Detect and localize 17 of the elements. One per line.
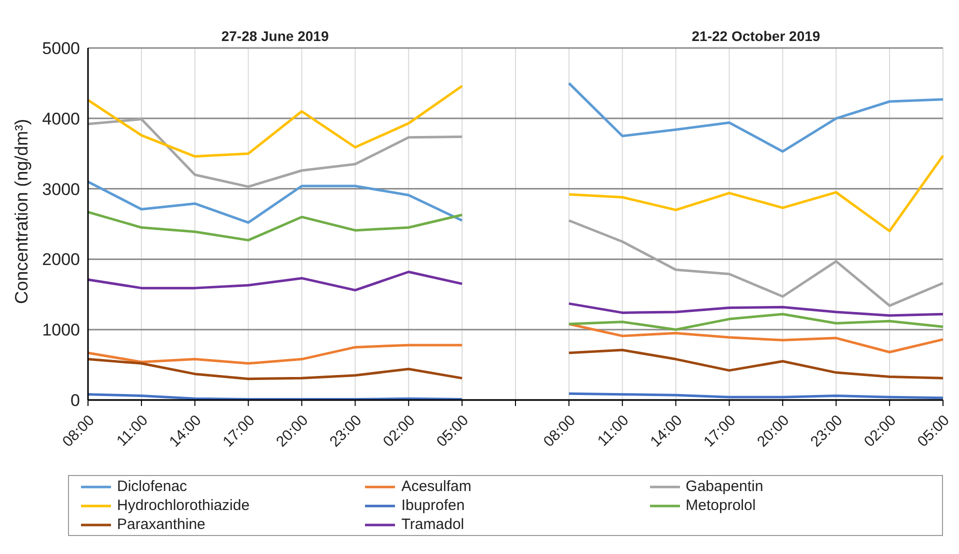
y-tick-label: 2000 (42, 250, 80, 270)
text: 21-22 October 2019 (690, 28, 822, 44)
legend-label: Gabapentin (686, 478, 764, 495)
y-tick-label: 0 (70, 391, 80, 410)
legend-label: Paraxanthine (117, 516, 206, 533)
legend-label: Hydrochlorothiazide (117, 497, 250, 514)
y-tick-label: 3000 (42, 180, 80, 199)
legend-label: Diclofenac (117, 478, 188, 495)
y-tick-label: 1000 (42, 320, 80, 340)
legend-label: Tramadol (401, 516, 464, 533)
legend-label: Metoprolol (686, 497, 756, 514)
text: 27-28 June 2019 (220, 28, 330, 44)
legend-label: Acesulfam (401, 478, 472, 495)
y-tick-label: 5000 (42, 39, 80, 58)
legend-label: Ibuprofen (401, 497, 465, 514)
y-tick-label: 4000 (42, 109, 80, 128)
y-axis-title: Concentration (ng/dm³) (11, 118, 32, 304)
